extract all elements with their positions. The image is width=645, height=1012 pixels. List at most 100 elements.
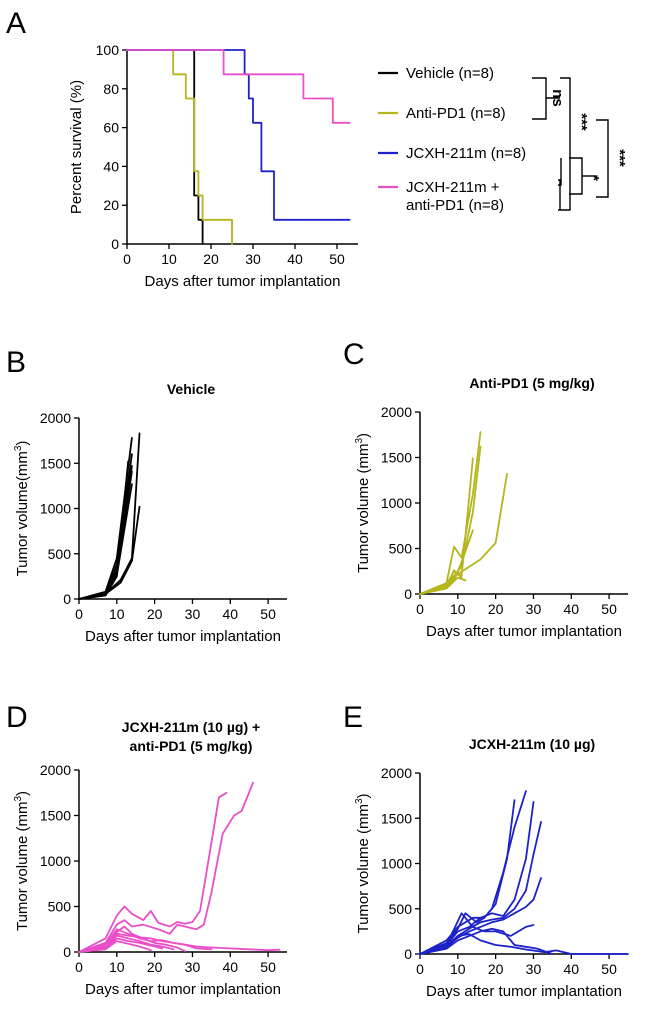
y-tick-label: 60	[103, 120, 119, 136]
y-tick-label: 2000	[381, 404, 412, 420]
panel-label-B: B	[6, 346, 26, 379]
x-axis-label: Days after tumor implantation	[85, 981, 281, 998]
y-axis-label: Percent survival (%)	[68, 80, 85, 214]
sig-bracket-a	[558, 158, 562, 186]
chart-title: Anti-PD1 (5 mg/kg)	[469, 375, 594, 391]
sig-bracket-ns	[532, 77, 547, 120]
x-tick-label: 40	[563, 601, 579, 617]
y-axis-label-end: )	[14, 441, 31, 446]
series-line	[78, 791, 228, 953]
y-tick-label: 0	[63, 944, 71, 960]
chart-title: JCXH-211m (10 µg) +	[122, 719, 260, 735]
x-tick-label: 10	[450, 961, 466, 977]
x-tick-label: 0	[416, 601, 424, 617]
series-line	[78, 505, 141, 600]
y-axis-label-end: )	[355, 793, 372, 798]
y-tick-label: 500	[389, 541, 413, 557]
x-tick-label: 30	[185, 959, 201, 975]
panel-label-E: E	[343, 701, 363, 734]
x-tick-label: 10	[450, 601, 466, 617]
y-tick-label: 1000	[40, 501, 71, 517]
x-tick-label: 0	[75, 606, 83, 622]
series-line	[419, 821, 542, 955]
x-tick-label: 50	[601, 961, 617, 977]
series-line	[419, 933, 629, 955]
y-axis-label-superscript: 3	[13, 796, 24, 802]
y-axis-label: Tumor volume (mm3)	[354, 793, 372, 933]
y-axis-label-superscript: 3	[354, 798, 365, 804]
panel-label-D: D	[6, 701, 28, 734]
legend-label: anti-PD1 (n=8)	[406, 197, 504, 214]
x-tick-label: 50	[260, 959, 276, 975]
x-tick-label: 50	[260, 606, 276, 622]
series-line	[78, 432, 141, 600]
x-tick-label: 30	[185, 606, 201, 622]
x-axis-label: Days after tumor implantation	[145, 273, 341, 290]
series-line	[78, 925, 186, 953]
series-line	[419, 431, 482, 595]
x-axis-label: Days after tumor implantation	[426, 983, 622, 1000]
series-line-vehicle	[126, 49, 204, 245]
chart-title: Vehicle	[167, 381, 215, 397]
x-tick-label: 0	[416, 961, 424, 977]
x-tick-label: 20	[203, 251, 219, 267]
legend-label: Vehicle (n=8)	[406, 65, 494, 82]
series-line	[419, 472, 508, 595]
y-tick-label: 0	[404, 586, 412, 602]
series-line	[78, 940, 152, 953]
y-tick-label: 0	[404, 946, 412, 962]
y-tick-label: 500	[48, 546, 72, 562]
y-tick-label: 500	[48, 899, 72, 915]
series-line-jcxh-211m	[126, 49, 351, 124]
y-tick-label: 1500	[40, 808, 71, 824]
series-line	[419, 877, 542, 955]
series-line	[419, 569, 463, 595]
x-tick-label: 40	[287, 251, 303, 267]
x-tick-label: 30	[245, 251, 261, 267]
y-tick-label: 1500	[381, 810, 412, 826]
sig-bracket-antipd1-vs-combo	[596, 119, 609, 198]
y-tick-label: 1000	[40, 853, 71, 869]
x-tick-label: 50	[329, 251, 345, 267]
chart-title: anti-PD1 (5 mg/kg)	[130, 738, 253, 754]
x-tick-label: 10	[109, 606, 125, 622]
x-tick-label: 10	[109, 959, 125, 975]
sig-bracket-star	[569, 157, 583, 195]
series-line	[78, 781, 254, 953]
x-tick-label: 30	[526, 961, 542, 977]
x-tick-label: 10	[161, 251, 177, 267]
y-tick-label: 0	[63, 591, 71, 607]
x-tick-label: 20	[488, 601, 504, 617]
y-axis-label: Tumor volume (mm3)	[13, 791, 31, 931]
panel-label-C: C	[343, 338, 365, 371]
sig-label-antipd1-vs-combo: ***	[611, 149, 628, 167]
y-axis-label-superscript: 3	[354, 438, 365, 444]
y-tick-label: 80	[103, 81, 119, 97]
x-tick-label: 40	[222, 606, 238, 622]
x-tick-label: 40	[563, 961, 579, 977]
y-tick-label: 1000	[381, 495, 412, 511]
y-tick-label: 0	[111, 236, 119, 252]
series-line	[419, 927, 554, 955]
x-tick-label: 50	[601, 601, 617, 617]
x-tick-label: 20	[147, 959, 163, 975]
sig-bracket-vehicle-vs-combo	[546, 77, 571, 211]
y-tick-label: 1000	[381, 856, 412, 872]
y-tick-label: 20	[103, 197, 119, 213]
chart-A: 0 10 20 30 40 50 0 20 40 60 80 100 Days after tumor …	[68, 42, 358, 290]
series-line-anti-pd1	[126, 49, 233, 245]
y-axis-label: Tumor volume(mm3)	[13, 441, 31, 577]
series-line	[419, 457, 474, 595]
x-tick-label: 20	[488, 961, 504, 977]
y-axis-label-superscript: 3	[13, 445, 24, 451]
panel-label-A: A	[6, 7, 26, 40]
y-tick-label: 2000	[40, 762, 71, 778]
legend-label: JCXH-211m +	[406, 179, 500, 196]
y-tick-label: 40	[103, 158, 119, 174]
legend-label: JCXH-211m (n=8)	[406, 145, 526, 162]
